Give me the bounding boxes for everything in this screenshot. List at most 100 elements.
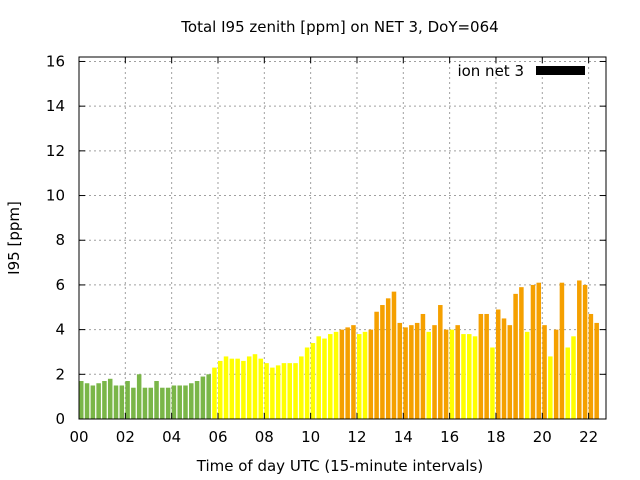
bar [160,387,165,419]
bar [594,322,599,419]
bar [241,360,246,419]
bar [79,381,84,419]
bar [438,305,443,419]
bar [125,381,130,419]
bar [165,387,171,419]
bar [316,336,321,419]
legend-swatch [536,66,585,75]
bar [356,334,362,419]
bar [461,334,466,419]
bar [310,343,316,419]
x-tick-label: 18 [486,428,505,446]
bar [501,318,507,419]
bar [495,309,501,419]
bar [287,363,293,419]
bar [264,363,269,419]
bar [154,381,159,419]
bar [542,325,547,419]
bar [403,327,408,419]
bar [299,356,304,419]
bar [571,336,576,419]
legend: ion net 3 [457,62,585,80]
chart-title: Total I95 zenith [ppm] on NET 3, DoY=064 [180,18,498,36]
x-tick-label: 00 [69,428,88,446]
bar [217,360,223,419]
bar [171,385,177,419]
bar [391,291,397,419]
bar [189,383,194,419]
bar [223,356,229,419]
y-tick-label: 2 [55,365,65,383]
x-tick-label: 10 [301,428,320,446]
x-tick-label: 12 [347,428,366,446]
bar [368,329,374,419]
y-tick-labels: 0 2 4 6 8 10 12 14 16 [46,52,65,428]
bar [119,385,125,419]
y-tick-label: 14 [46,97,65,115]
bar [333,331,339,419]
bar [420,313,426,419]
y-tick-label: 6 [55,276,65,294]
bar [397,322,403,419]
bar [235,358,240,419]
bar [380,305,385,419]
bar [281,363,287,419]
bar [212,367,217,419]
y-tick-label: 16 [46,52,65,70]
bar [443,329,449,419]
bar [426,331,431,419]
bar [252,354,258,419]
bars [79,280,599,419]
bar [548,356,553,419]
bar [84,383,90,419]
bar [194,381,200,419]
bar [490,347,495,419]
y-tick-label: 0 [55,410,65,428]
x-tick-label: 16 [440,428,459,446]
bar [374,311,379,419]
bar [177,385,182,419]
bar [478,313,484,419]
x-tick-label: 04 [162,428,181,446]
bar [414,322,420,419]
bar [246,356,252,419]
bar [362,331,368,419]
bar [142,387,148,419]
y-tick-label: 8 [55,231,65,249]
bar [467,334,472,419]
bar [107,378,113,419]
bar [524,331,530,419]
bar [519,287,524,419]
bar [322,338,327,419]
bar [553,329,559,419]
bar [577,280,582,419]
y-axis-label: I95 [ppm] [5,201,23,275]
bar [328,334,333,419]
bar [183,385,188,419]
x-tick-label: 22 [579,428,598,446]
bar [136,374,142,419]
x-tick-label: 20 [533,428,552,446]
bar [275,365,281,419]
bar [449,329,455,419]
bar [530,284,536,419]
bar [559,282,565,419]
bar [582,284,588,419]
y-tick-label: 4 [55,321,65,339]
x-tick-label: 02 [116,428,135,446]
legend-label: ion net 3 [457,62,524,80]
bar [565,347,570,419]
bar [472,336,478,419]
bar [484,313,489,419]
bar [345,327,350,419]
bar [206,374,211,419]
bar [293,363,298,419]
bar [258,358,264,419]
plot-frame [78,56,607,420]
bar [588,313,594,419]
bar [229,358,235,419]
y-tick-label: 10 [46,187,65,205]
bar [131,387,136,419]
y-tick-label: 12 [46,142,65,160]
